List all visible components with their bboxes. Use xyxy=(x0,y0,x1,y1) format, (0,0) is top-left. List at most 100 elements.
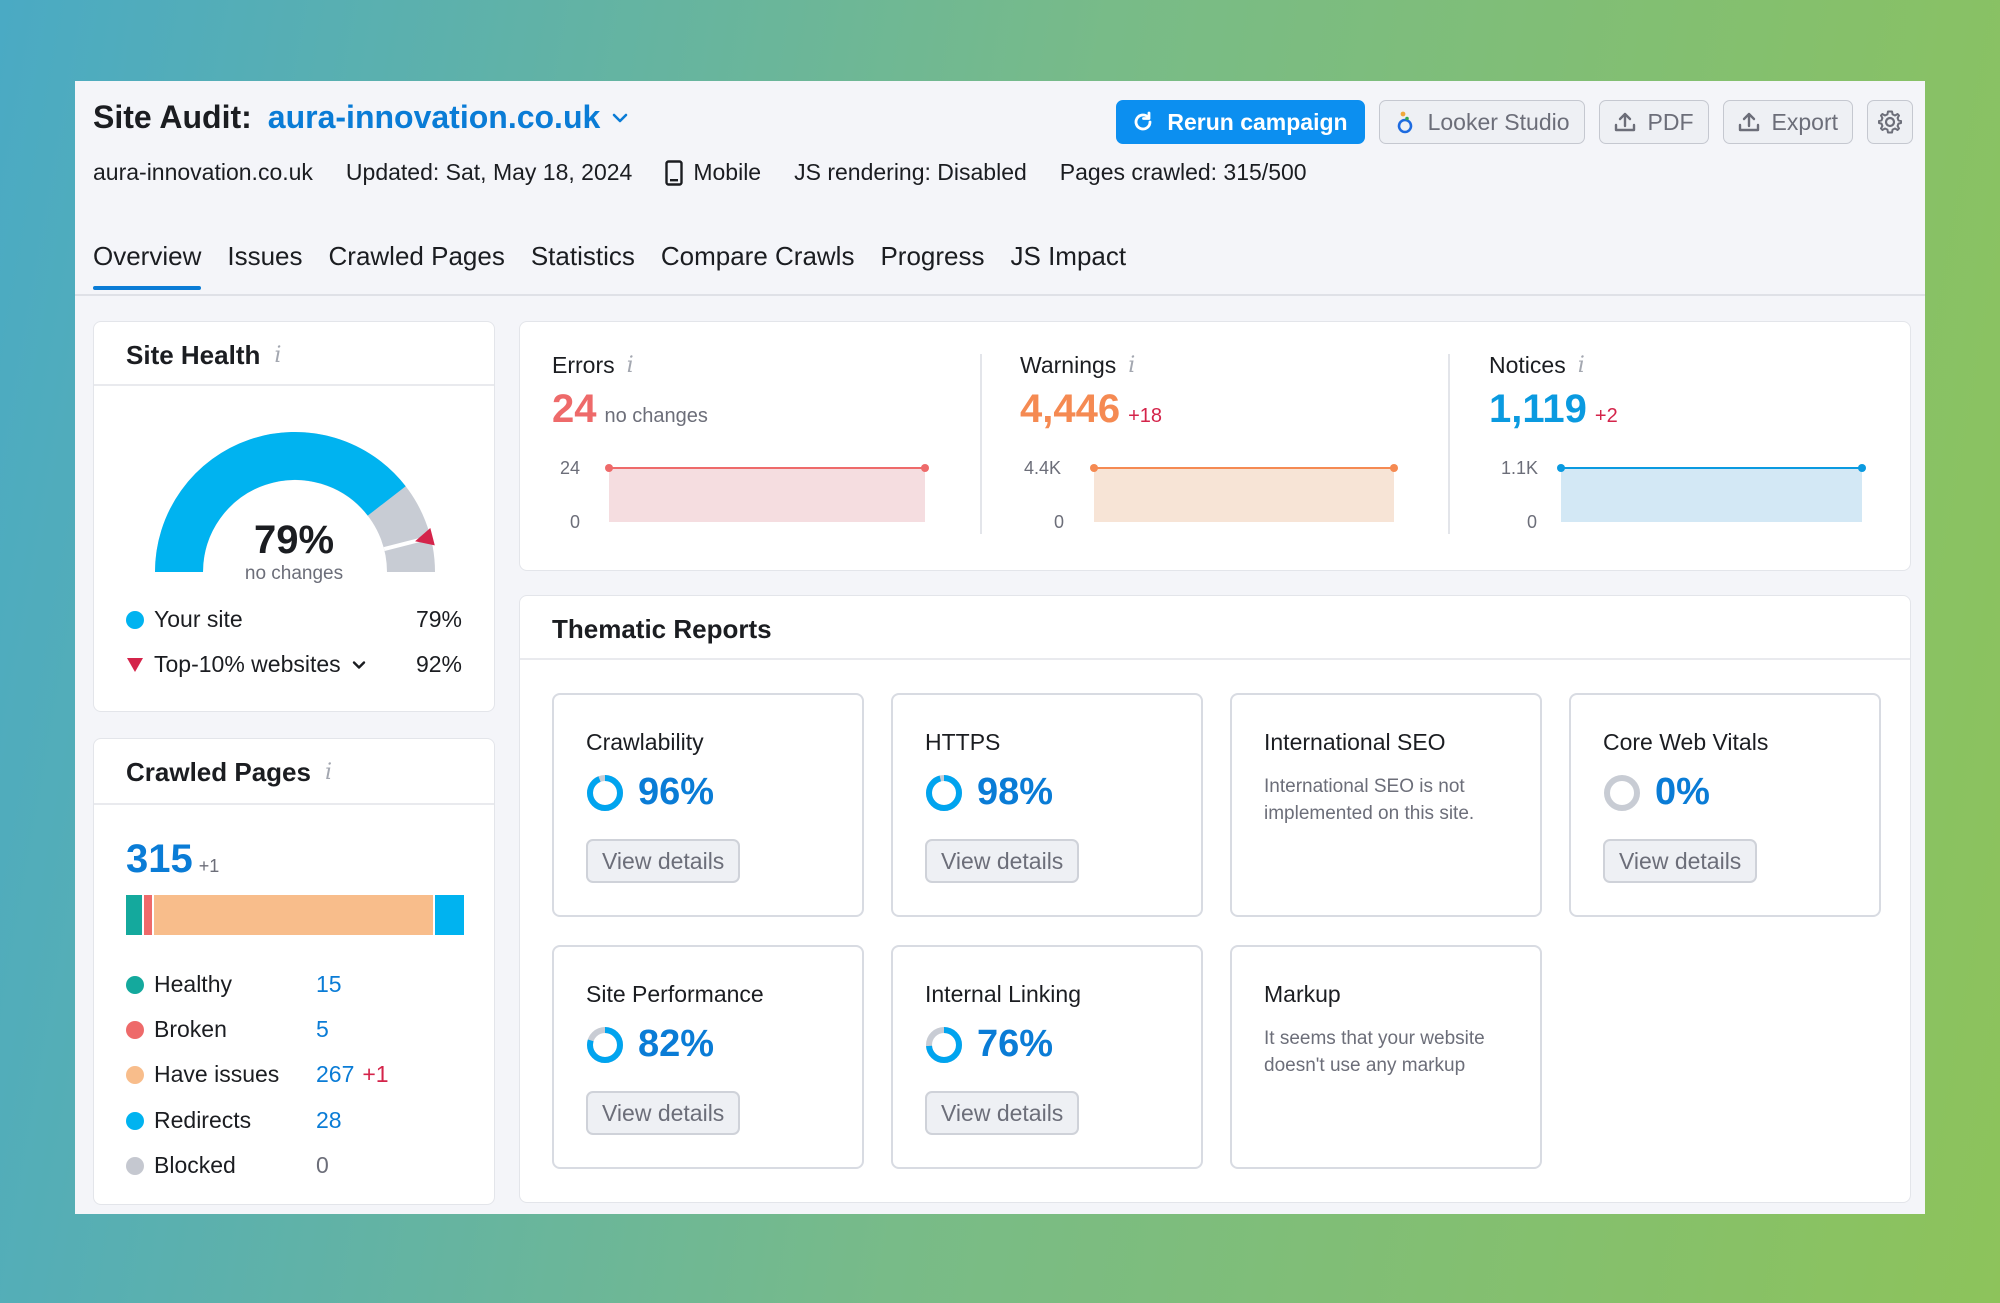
info-icon[interactable]: i xyxy=(1577,353,1585,378)
sparkline-start-point[interactable] xyxy=(605,464,613,472)
refresh-icon xyxy=(1134,111,1152,131)
view-details-button[interactable]: View details xyxy=(925,839,1080,883)
report-card-https[interactable]: HTTPS 98% View details xyxy=(891,693,1203,917)
export-button[interactable]: Export xyxy=(1722,100,1853,144)
legend-your-site: Your site 79% xyxy=(126,606,462,633)
column-divider xyxy=(1448,354,1450,534)
meta-device-label: Mobile xyxy=(693,159,762,185)
sparkline-area xyxy=(1561,468,1862,522)
row-healthy: Healthy 15 xyxy=(126,971,342,998)
report-name: Site Performance xyxy=(586,981,764,1007)
report-percent: 0% xyxy=(1655,771,1710,813)
notices-count[interactable]: 1,119 xyxy=(1489,387,1587,431)
site-health-title: Site Health i xyxy=(126,340,281,371)
issues-summary-card: Errors i 24 no changes 24 0 Warnings i xyxy=(519,321,1911,571)
report-percent: 98% xyxy=(977,771,1054,813)
warnings-sparkline: 4.4K 0 xyxy=(1024,458,1398,532)
notices-value-row: 1,119 +2 xyxy=(1489,387,1925,432)
tabs-divider xyxy=(75,294,1925,296)
report-card-crawlability[interactable]: Crawlability 96% View details xyxy=(552,693,864,917)
report-score: 82% xyxy=(586,1023,714,1066)
rerun-campaign-button[interactable]: Rerun campaign xyxy=(1116,100,1365,144)
sparkline-start-point[interactable] xyxy=(1090,464,1098,472)
tab-overview[interactable]: Overview xyxy=(93,241,202,290)
info-icon[interactable]: i xyxy=(1128,353,1136,378)
view-details-button[interactable]: View details xyxy=(925,1091,1080,1135)
y-tick-bottom: 0 xyxy=(1054,512,1064,532)
view-details-button[interactable]: View details xyxy=(1603,839,1758,883)
sparkline-end-point[interactable] xyxy=(1390,464,1398,472)
y-tick-bottom: 0 xyxy=(1527,512,1537,532)
crawled-pages-total[interactable]: 315 +1 xyxy=(126,837,219,882)
legend-value: 79% xyxy=(415,606,462,632)
view-details-button[interactable]: View details xyxy=(586,1091,741,1135)
row-value[interactable]: 5 xyxy=(316,1016,329,1042)
score-ring-icon xyxy=(926,774,962,811)
sparkline-start-point[interactable] xyxy=(1557,464,1565,472)
divider xyxy=(520,658,1910,660)
bar-segment-redirects[interactable] xyxy=(434,895,464,935)
sparkline-end-point[interactable] xyxy=(1858,464,1866,472)
chevron-down-icon[interactable] xyxy=(351,657,367,673)
report-score: 96% xyxy=(586,771,714,814)
crawled-pages-title-text: Crawled Pages xyxy=(126,757,311,787)
legend-label: Top-10% websites xyxy=(154,651,341,677)
top-10-marker xyxy=(415,528,435,546)
bar-segment-broken[interactable] xyxy=(143,895,152,935)
sparkline-area xyxy=(609,468,925,522)
tab-statistics[interactable]: Statistics xyxy=(530,241,635,271)
report-card-internal-linking[interactable]: Internal Linking 76% View details xyxy=(891,945,1203,1169)
bar-segment-have-issues[interactable] xyxy=(153,895,433,935)
row-value[interactable]: 28 xyxy=(316,1107,342,1133)
column-divider xyxy=(980,354,982,534)
warnings-count[interactable]: 4,446 xyxy=(1020,387,1121,431)
tab-crawled-pages[interactable]: Crawled Pages xyxy=(328,241,505,271)
legend-top-10[interactable]: Top-10% websites 92% xyxy=(126,651,462,678)
row-value[interactable]: 15 xyxy=(316,971,342,997)
looker-studio-button[interactable]: Looker Studio xyxy=(1378,100,1585,144)
row-blocked: Blocked 0 xyxy=(126,1152,329,1179)
tab-progress[interactable]: Progress xyxy=(880,241,985,271)
upload-icon xyxy=(1738,112,1759,132)
row-value[interactable]: 267 xyxy=(316,1061,355,1087)
header-actions: Rerun campaign Looker Studio PDF Export xyxy=(1102,100,1913,144)
report-description: International SEO is not implemented on … xyxy=(1264,776,1475,824)
view-details-button[interactable]: View details xyxy=(586,839,741,883)
row-label: Have issues xyxy=(154,1061,280,1087)
notices-label: Notices i xyxy=(1489,352,1925,379)
report-name: Crawlability xyxy=(586,729,704,755)
row-label: Healthy xyxy=(154,971,232,997)
warnings-value-row: 4,446 +18 xyxy=(1020,387,1460,432)
report-card-core-web-vitals[interactable]: Core Web Vitals 0% View details xyxy=(1569,693,1881,917)
tab-issues[interactable]: Issues xyxy=(227,241,303,271)
tab-js-impact[interactable]: JS Impact xyxy=(1010,241,1127,271)
chevron-down-icon[interactable] xyxy=(610,108,630,128)
sparkline-end-point[interactable] xyxy=(921,464,929,472)
thematic-reports-card: Thematic Reports Crawlability 96% View d… xyxy=(519,595,1911,1203)
domain-selector[interactable]: aura-innovation.co.uk xyxy=(267,99,601,135)
mobile-icon xyxy=(665,159,684,186)
settings-button[interactable] xyxy=(1867,100,1913,144)
gear-icon xyxy=(1878,110,1902,134)
errors-count[interactable]: 24 xyxy=(552,387,597,431)
site-health-title-text: Site Health xyxy=(126,340,261,370)
audit-meta: aura-innovation.co.uk Updated: Sat, May … xyxy=(93,159,1340,186)
score-ring-icon xyxy=(1604,774,1640,811)
info-icon[interactable]: i xyxy=(324,760,333,785)
redirects-dot xyxy=(126,1111,144,1130)
errors-value-row: 24 no changes xyxy=(552,387,992,432)
row-broken: Broken 5 xyxy=(126,1016,329,1043)
sparkline-area xyxy=(1094,468,1394,522)
report-name: Core Web Vitals xyxy=(1603,729,1769,755)
report-card-international-seo: International SEO International SEO is n… xyxy=(1230,693,1542,917)
report-card-site-performance[interactable]: Site Performance 82% View details xyxy=(552,945,864,1169)
info-icon[interactable]: i xyxy=(274,343,282,368)
legend-label: Your site xyxy=(154,606,243,632)
warnings-delta: +18 xyxy=(1128,405,1163,427)
info-icon[interactable]: i xyxy=(626,353,634,378)
bar-segment-healthy[interactable] xyxy=(126,895,142,935)
report-name: Markup xyxy=(1264,981,1341,1007)
pdf-button[interactable]: PDF xyxy=(1598,100,1709,144)
warnings-column: Warnings i 4,446 +18 4.4K 0 xyxy=(1020,352,1460,542)
tab-compare-crawls[interactable]: Compare Crawls xyxy=(660,241,855,271)
